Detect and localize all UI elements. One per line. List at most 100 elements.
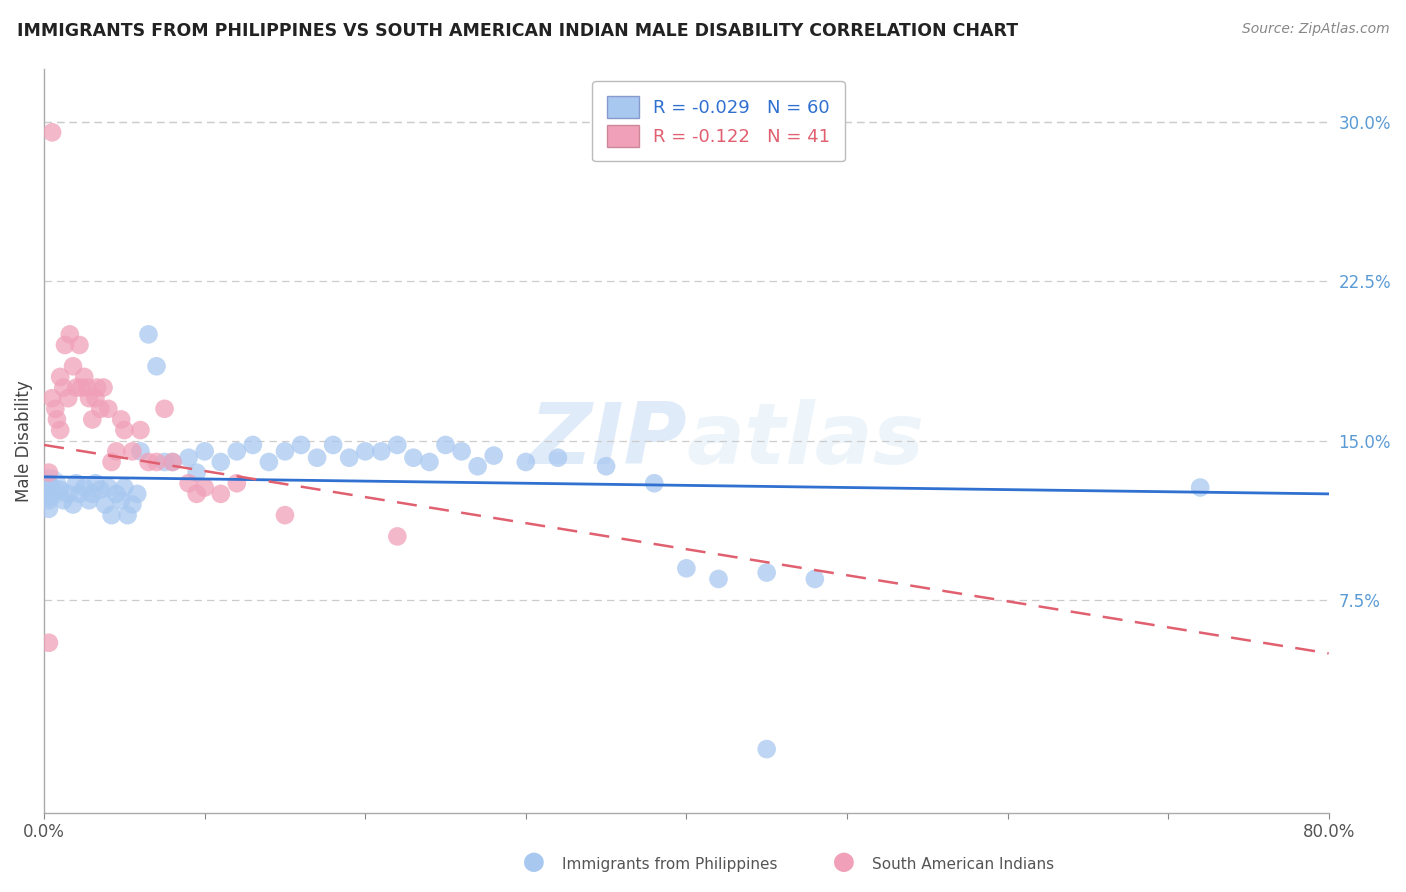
Text: ZIP: ZIP xyxy=(529,400,686,483)
Point xyxy=(65,380,87,394)
Point xyxy=(370,444,392,458)
Legend: R = -0.029   N = 60, R = -0.122   N = 41: R = -0.029 N = 60, R = -0.122 N = 41 xyxy=(592,81,845,161)
Point xyxy=(194,481,217,495)
Point xyxy=(387,529,409,543)
Point xyxy=(100,455,122,469)
Point xyxy=(86,380,108,394)
Point xyxy=(337,450,360,465)
Point xyxy=(38,476,60,491)
Point xyxy=(105,487,128,501)
Point xyxy=(322,438,344,452)
Point xyxy=(38,636,60,650)
Point xyxy=(38,493,60,508)
Point xyxy=(105,444,128,458)
Point xyxy=(129,444,152,458)
Point xyxy=(38,487,60,501)
Point xyxy=(127,487,149,501)
Point xyxy=(225,476,247,491)
Point xyxy=(41,125,63,139)
Point xyxy=(274,508,297,523)
Point xyxy=(153,401,176,416)
Point xyxy=(755,742,778,756)
Point xyxy=(94,498,117,512)
Text: atlas: atlas xyxy=(686,400,925,483)
Point xyxy=(76,380,98,394)
Text: South American Indians: South American Indians xyxy=(872,857,1054,872)
Point xyxy=(77,391,100,405)
Y-axis label: Male Disability: Male Disability xyxy=(15,380,32,501)
Point xyxy=(110,412,132,426)
Point xyxy=(62,498,84,512)
Point xyxy=(112,481,135,495)
Point xyxy=(82,412,104,426)
Point xyxy=(186,487,208,501)
Point xyxy=(307,450,329,465)
Point xyxy=(225,444,247,458)
Point xyxy=(138,455,160,469)
Point xyxy=(84,391,107,405)
Point xyxy=(209,455,232,469)
Point xyxy=(38,501,60,516)
Point xyxy=(121,498,143,512)
Point xyxy=(44,401,66,416)
Point xyxy=(194,444,217,458)
Point xyxy=(73,370,96,384)
Point xyxy=(49,423,72,437)
Text: ⬤: ⬤ xyxy=(523,853,546,872)
Point xyxy=(117,508,139,523)
Point xyxy=(145,455,167,469)
Point xyxy=(643,476,665,491)
Point xyxy=(274,444,297,458)
Point xyxy=(162,455,184,469)
Point xyxy=(804,572,827,586)
Point xyxy=(482,449,505,463)
Point xyxy=(52,493,75,508)
Point xyxy=(59,327,82,342)
Point xyxy=(70,380,93,394)
Point xyxy=(49,483,72,497)
Text: Source: ZipAtlas.com: Source: ZipAtlas.com xyxy=(1241,22,1389,37)
Point xyxy=(84,476,107,491)
Point xyxy=(675,561,697,575)
Point xyxy=(595,459,617,474)
Point xyxy=(89,401,111,416)
Point xyxy=(89,483,111,497)
Point xyxy=(515,455,537,469)
Point xyxy=(41,391,63,405)
Point xyxy=(129,423,152,437)
Text: ⬤: ⬤ xyxy=(832,853,855,872)
Point xyxy=(65,476,87,491)
Point xyxy=(162,455,184,469)
Point xyxy=(112,423,135,437)
Point xyxy=(38,481,60,495)
Point xyxy=(209,487,232,501)
Point xyxy=(121,444,143,458)
Point xyxy=(387,438,409,452)
Point xyxy=(58,487,80,501)
Point xyxy=(46,412,69,426)
Point xyxy=(177,450,200,465)
Point xyxy=(82,487,104,501)
Point xyxy=(257,455,280,469)
Point xyxy=(67,338,90,352)
Point xyxy=(467,459,489,474)
Point xyxy=(242,438,264,452)
Point xyxy=(418,455,440,469)
Point xyxy=(1189,481,1212,495)
Point xyxy=(62,359,84,374)
Point xyxy=(49,370,72,384)
Point xyxy=(547,450,569,465)
Point xyxy=(153,455,176,469)
Point xyxy=(52,380,75,394)
Point xyxy=(77,493,100,508)
Point xyxy=(450,444,472,458)
Point xyxy=(53,338,76,352)
Point xyxy=(145,359,167,374)
Point xyxy=(41,481,63,495)
Point xyxy=(186,466,208,480)
Point xyxy=(97,481,120,495)
Point xyxy=(58,391,80,405)
Point xyxy=(97,401,120,416)
Point xyxy=(73,481,96,495)
Point xyxy=(38,466,60,480)
